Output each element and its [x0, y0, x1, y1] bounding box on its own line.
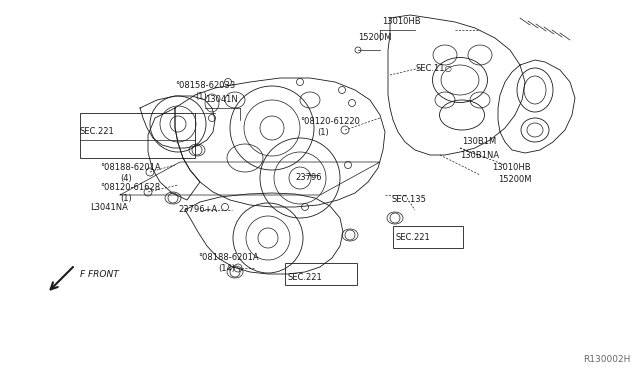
Text: °08120-61220: °08120-61220 [300, 118, 360, 126]
Text: L3041NA: L3041NA [90, 203, 128, 212]
Text: SEC.221: SEC.221 [80, 128, 115, 137]
Text: (1): (1) [195, 92, 207, 100]
Text: 130B1NA: 130B1NA [460, 151, 499, 160]
Text: SEC.221: SEC.221 [287, 273, 322, 282]
Text: SEC.221: SEC.221 [396, 234, 431, 243]
Text: °08120-61628: °08120-61628 [100, 183, 160, 192]
Text: 15200M: 15200M [358, 33, 392, 42]
Text: 130B1M: 130B1M [462, 138, 496, 147]
Text: 23796+A: 23796+A [178, 205, 217, 215]
Text: 13010HB: 13010HB [382, 17, 420, 26]
Text: 23796: 23796 [295, 173, 322, 183]
Text: 13010HB: 13010HB [492, 164, 531, 173]
Text: 15200M: 15200M [498, 174, 531, 183]
Text: (1): (1) [317, 128, 329, 138]
Text: F FRONT: F FRONT [80, 270, 119, 279]
Text: R130002H: R130002H [582, 355, 630, 364]
Text: (1): (1) [120, 195, 132, 203]
Text: 13041N: 13041N [205, 96, 237, 105]
Text: °08158-62033: °08158-62033 [175, 80, 236, 90]
Text: SEC.135: SEC.135 [392, 196, 427, 205]
Text: °08188-6201A: °08188-6201A [198, 253, 259, 263]
Text: SEC.11○: SEC.11○ [415, 64, 452, 73]
Text: (14): (14) [218, 264, 235, 273]
Text: (4): (4) [120, 174, 132, 183]
Text: °08188-6201A: °08188-6201A [100, 164, 161, 173]
